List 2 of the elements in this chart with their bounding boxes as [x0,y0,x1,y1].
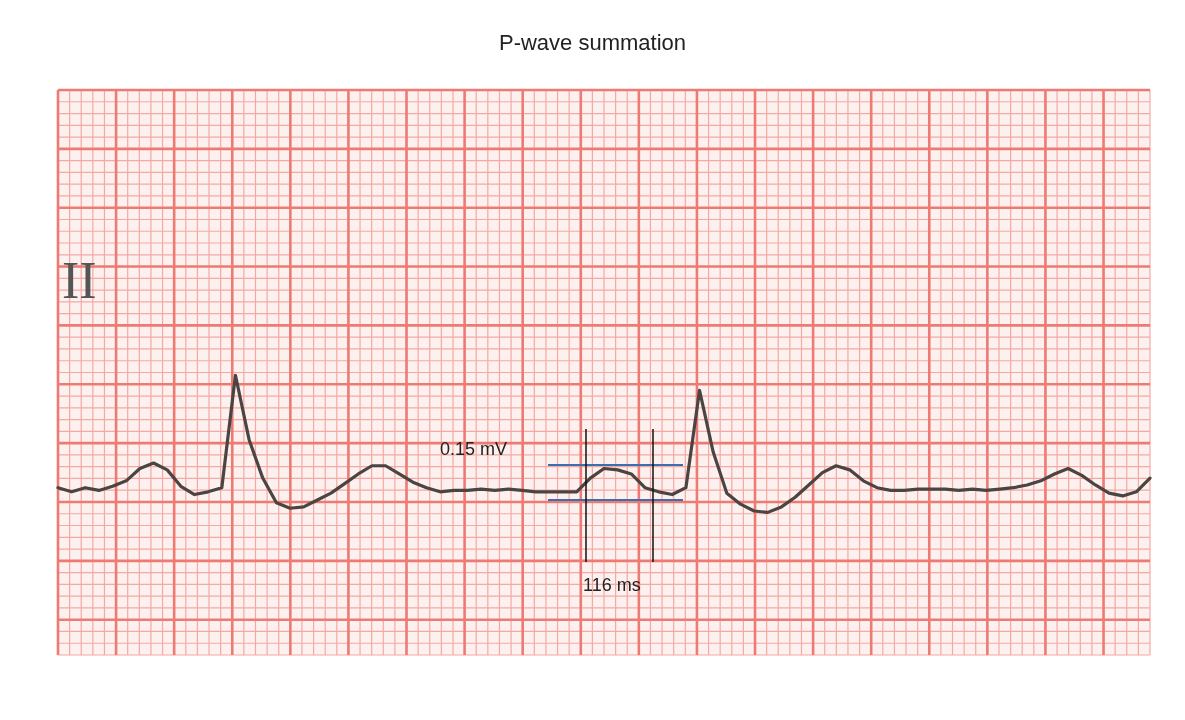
text: II [62,252,97,309]
chart-title: P-wave summation [497,30,688,56]
